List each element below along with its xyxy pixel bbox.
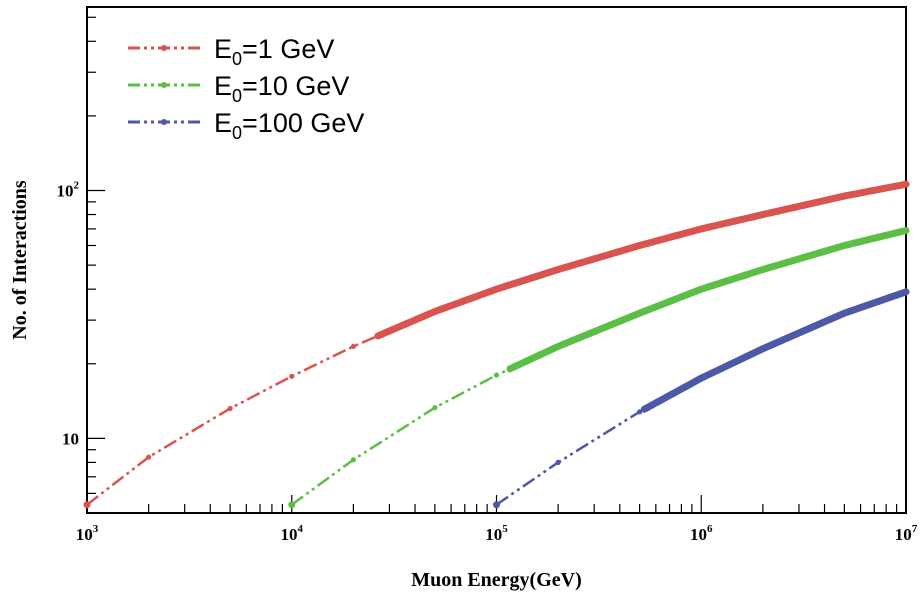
data-point [432, 308, 438, 315]
series-1 [83, 180, 910, 509]
legend-marker [161, 82, 167, 88]
data-point [84, 502, 90, 508]
series-line [83, 180, 910, 509]
data-point [227, 405, 233, 412]
data-point [289, 373, 295, 379]
series-line-dashed [495, 290, 907, 506]
legend-item: E0=10 GeV [128, 71, 349, 106]
data-point [698, 375, 704, 381]
data-point [841, 242, 847, 249]
x-axis-title: Muon Energy(GeV) [411, 569, 582, 591]
x-tick-label: 103 [76, 523, 99, 544]
data-point [903, 227, 909, 234]
y-axis-title: No. of Interactions [9, 180, 31, 340]
series-2 [288, 226, 910, 509]
data-point [841, 310, 847, 316]
data-point [350, 457, 356, 463]
data-point [760, 266, 766, 273]
series-line [493, 288, 910, 509]
data-point [146, 454, 152, 460]
data-point [493, 286, 500, 292]
data-point [555, 459, 561, 466]
x-tick-label: 105 [485, 523, 508, 544]
data-point [760, 211, 766, 218]
series-line [288, 226, 910, 509]
data-point [432, 405, 438, 411]
axis-ticks: 103 104 105 106 107 10 102 [57, 16, 918, 544]
data-point [637, 242, 643, 249]
data-point [555, 343, 561, 350]
data-point [698, 226, 704, 232]
x-tick-label: 107 [895, 523, 918, 544]
legend-item: E0=100 GeV [128, 108, 364, 143]
data-point [637, 409, 643, 415]
legend-marker [161, 119, 167, 125]
legend-marker [161, 45, 167, 51]
data-point [841, 193, 847, 199]
x-tick-label: 104 [281, 523, 304, 544]
data-point [289, 502, 295, 508]
data-point [493, 502, 500, 508]
legend-label: E0=10 GeV [214, 71, 349, 106]
data-point [698, 286, 704, 292]
legend-item: E0=1 GeV [128, 34, 334, 69]
series-layer [83, 180, 910, 509]
x-tick-label: 106 [690, 523, 713, 544]
data-point [760, 346, 766, 352]
data-point [493, 372, 500, 378]
series-3 [493, 288, 910, 509]
data-point [555, 266, 561, 273]
data-point [903, 289, 909, 295]
legend-label: E0=100 GeV [214, 108, 364, 143]
data-point [350, 343, 356, 350]
series-line-dashed [291, 229, 907, 506]
legend-label: E0=1 GeV [214, 34, 334, 69]
data-point [903, 181, 909, 187]
y-tick-label: 10 [62, 429, 79, 448]
y-tick-label: 102 [57, 180, 80, 201]
data-point [637, 310, 643, 316]
series-line-dashed [86, 183, 907, 506]
